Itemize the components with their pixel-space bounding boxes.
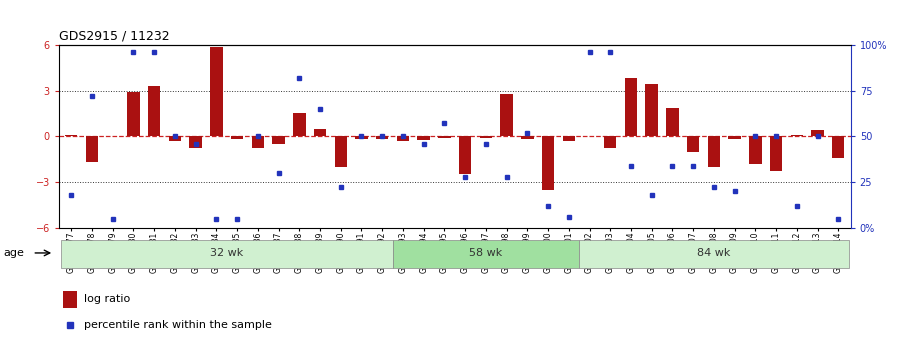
Bar <box>272 136 285 144</box>
Bar <box>645 85 658 136</box>
Text: percentile rank within the sample: percentile rank within the sample <box>84 320 272 330</box>
FancyBboxPatch shape <box>61 239 393 268</box>
Bar <box>314 129 326 136</box>
Text: 58 wk: 58 wk <box>469 248 502 258</box>
Bar <box>210 47 223 136</box>
Text: GDS2915 / 11232: GDS2915 / 11232 <box>59 29 169 42</box>
Bar <box>252 136 264 148</box>
Bar <box>480 136 492 138</box>
Bar <box>687 136 700 151</box>
Bar <box>459 136 472 174</box>
Bar <box>729 136 741 139</box>
Bar <box>832 136 844 158</box>
Bar <box>708 136 720 167</box>
Bar <box>376 136 388 139</box>
Bar <box>356 136 367 139</box>
Bar <box>500 93 513 136</box>
Bar <box>293 114 306 136</box>
Bar <box>168 136 181 141</box>
Bar <box>417 136 430 140</box>
Text: age: age <box>3 248 24 258</box>
Bar <box>624 78 637 136</box>
Bar <box>604 136 616 148</box>
Bar <box>438 136 451 138</box>
Text: 84 wk: 84 wk <box>697 248 730 258</box>
Text: log ratio: log ratio <box>84 294 130 304</box>
Bar <box>189 136 202 148</box>
Bar <box>542 136 554 190</box>
Bar <box>231 136 243 139</box>
Bar <box>62 291 77 307</box>
FancyBboxPatch shape <box>579 239 849 268</box>
Bar <box>65 135 78 136</box>
Bar <box>521 136 534 139</box>
Bar <box>335 136 347 167</box>
Bar <box>148 86 160 136</box>
Bar <box>811 130 824 136</box>
Bar <box>666 108 679 136</box>
Text: 32 wk: 32 wk <box>210 248 243 258</box>
FancyBboxPatch shape <box>393 239 579 268</box>
Bar <box>563 136 575 141</box>
Bar <box>749 136 762 164</box>
Bar <box>396 136 409 141</box>
Bar <box>86 136 99 162</box>
Bar <box>770 136 782 171</box>
Bar <box>791 135 803 136</box>
Bar <box>128 92 139 136</box>
